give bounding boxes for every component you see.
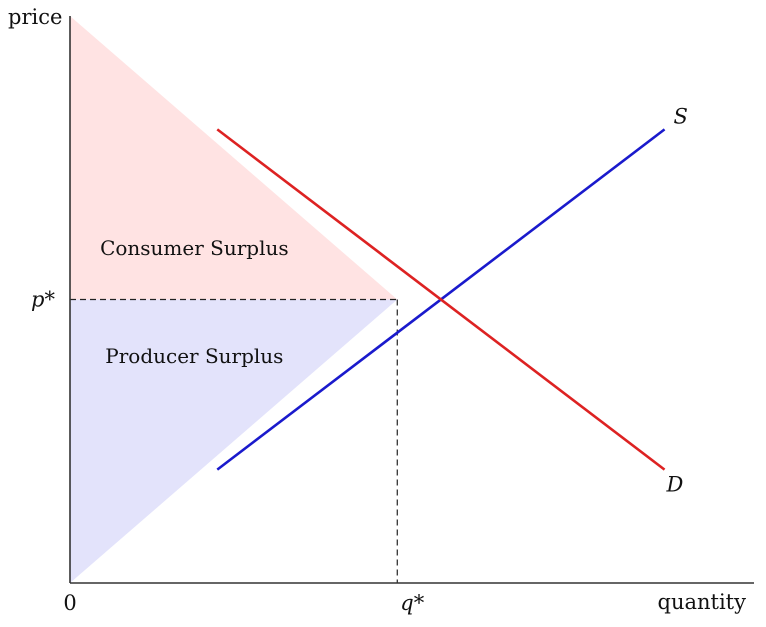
consumer-surplus-region — [70, 16, 398, 300]
q-star-tick-label: q* — [400, 591, 424, 615]
demand-curve-label: D — [666, 473, 684, 497]
y-axis-label: price — [8, 5, 62, 29]
curves — [216, 128, 666, 471]
p-star-tick-label: p* — [31, 288, 55, 312]
origin-tick-label: 0 — [63, 591, 76, 615]
x-axis-label: quantity — [658, 590, 747, 614]
producer-surplus-region — [70, 299, 398, 583]
labels: price quantity 0 q* p* Consumer Surplus … — [8, 5, 746, 615]
axes — [69, 16, 754, 584]
supply-curve-label: S — [674, 104, 688, 128]
surplus-regions — [70, 16, 398, 583]
demand-curve — [216, 128, 666, 471]
producer-surplus-label: Producer Surplus — [105, 344, 283, 368]
consumer-surplus-label: Consumer Surplus — [100, 236, 289, 260]
equilibrium-guides — [70, 298, 398, 583]
